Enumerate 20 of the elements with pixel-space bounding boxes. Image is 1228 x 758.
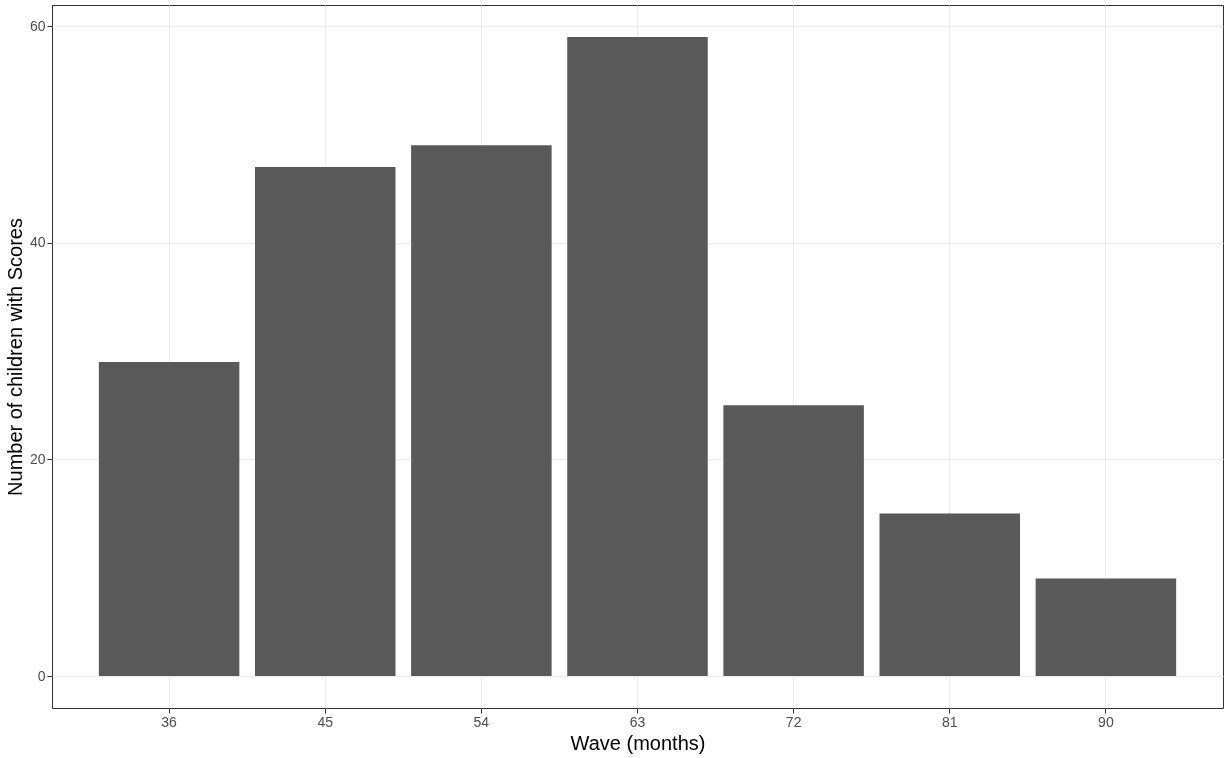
bar [879, 513, 1021, 677]
x-tick-label: 72 [785, 713, 802, 730]
x-tick-label: 63 [629, 713, 646, 730]
y-tick-label: 20 [29, 450, 46, 467]
x-tick-label: 90 [1098, 713, 1114, 730]
y-axis-title: Number of children with Scores [3, 218, 26, 496]
x-tick-label: 81 [941, 713, 958, 730]
x-axis-title: Wave (months) [570, 731, 706, 754]
x-tick-label: 36 [161, 713, 178, 730]
bar [567, 36, 708, 677]
bar [723, 405, 864, 677]
y-tick-label: 40 [29, 234, 46, 251]
x-tick-label: 45 [317, 713, 334, 730]
bar [411, 145, 552, 677]
bar [254, 166, 396, 677]
bar [98, 361, 240, 677]
x-tick-label: 54 [473, 713, 490, 730]
y-tick-label: 0 [37, 667, 46, 684]
y-tick-label: 60 [29, 17, 46, 34]
bar [1035, 578, 1177, 677]
